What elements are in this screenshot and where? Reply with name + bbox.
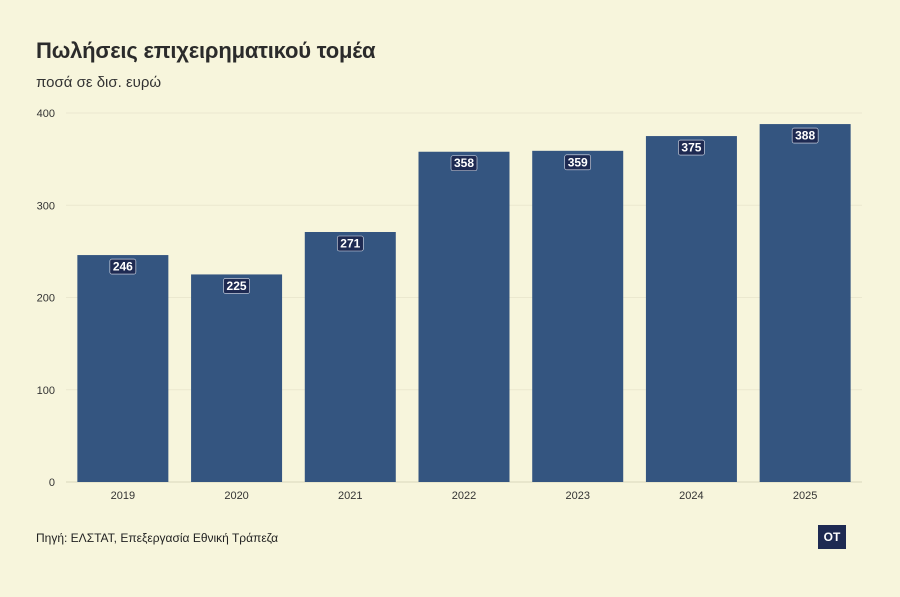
bar	[532, 150, 624, 482]
x-tick-label: 2019	[111, 490, 135, 502]
ot-logo: OT	[818, 525, 846, 549]
bar	[645, 136, 737, 482]
x-tick-label: 2022	[452, 490, 476, 502]
x-tick-label: 2025	[793, 490, 817, 502]
bar	[304, 232, 396, 482]
data-label: 246	[113, 260, 133, 274]
data-label-bg	[791, 127, 819, 144]
chart-subtitle: ποσά σε δισ. ευρώ	[36, 74, 162, 91]
data-label-bg	[336, 235, 364, 252]
bar	[191, 274, 283, 482]
bar	[759, 124, 851, 482]
x-tick-label: 2024	[679, 490, 703, 502]
y-tick-label: 400	[37, 108, 55, 120]
data-label: 388	[795, 129, 815, 143]
data-label: 359	[568, 155, 588, 169]
y-tick-label: 300	[37, 200, 55, 212]
source-note: Πηγή: ΕΛΣΤΑΤ, Επεξεργασία Εθνική Τράπεζα	[36, 531, 279, 545]
data-label-bg	[223, 278, 250, 294]
data-label-bg	[678, 139, 705, 156]
y-tick-label: 100	[37, 385, 55, 397]
y-tick-label: 200	[37, 293, 55, 305]
data-label-bg	[450, 155, 478, 172]
chart-title: Πωλήσεις επιχειρηματικού τομέα	[36, 38, 376, 63]
y-tick-label: 0	[49, 477, 55, 489]
data-label: 375	[681, 141, 701, 155]
data-label: 225	[227, 279, 247, 293]
x-tick-label: 2021	[338, 490, 362, 502]
data-label: 271	[340, 237, 360, 251]
bar	[77, 255, 169, 482]
x-tick-label: 2023	[565, 490, 589, 502]
data-label-bg	[564, 154, 592, 171]
data-label-bg	[109, 258, 137, 275]
x-tick-label: 2020	[224, 490, 248, 502]
bar-chart: 0 100 200 300 400 246 2019 225 2020 271 2021 358 202…	[37, 108, 862, 502]
data-label: 358	[454, 156, 474, 170]
bar	[418, 151, 510, 482]
